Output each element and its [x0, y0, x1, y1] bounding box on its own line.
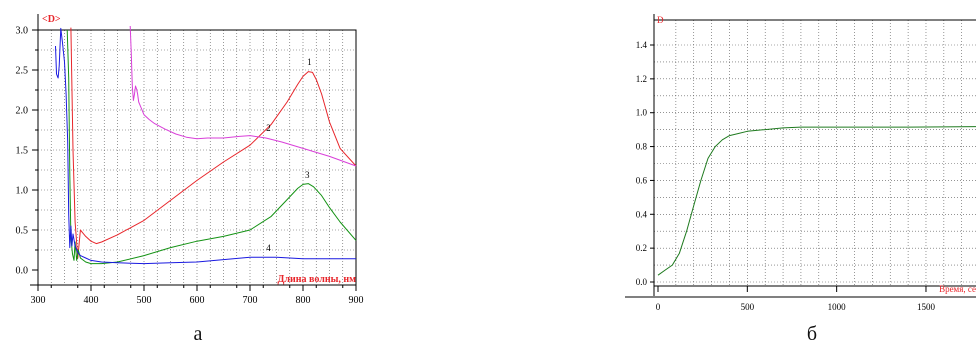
y-tick-label: 0.0 — [16, 266, 29, 277]
series-line — [657, 126, 976, 276]
x-tick-label: 1500 — [917, 302, 936, 312]
y-tick-label: 1.2 — [636, 74, 647, 84]
grid-b — [654, 20, 976, 286]
series-label-3: 3 — [305, 170, 310, 180]
ticks-b: 0 500 1000 1500 0.0 0.2 0.4 0.6 0.8 1.0 1.2 1.4 — [636, 40, 936, 312]
y-tick-label: 1.5 — [16, 146, 29, 157]
y-tick-label: 3.0 — [16, 26, 29, 37]
x-tick-label: 600 — [190, 295, 205, 306]
y-tick-label: 2.5 — [16, 66, 29, 77]
series-line-1 — [70, 27, 357, 259]
y-tick-label: 0.6 — [636, 175, 648, 185]
ticks-a: 300 400 500 600 700 800 900 0.0 0.5 1.0 1.5 2.0 2.5 3… — [16, 26, 364, 307]
x-tick-label: 800 — [296, 295, 311, 306]
chart-panel-a: 300 400 500 600 700 800 900 0.0 0.5 1.0 1.5 2.0 2.5 3… — [16, 14, 364, 345]
panel-caption-b: б — [807, 323, 817, 345]
x-tick-label: 700 — [243, 295, 258, 306]
series-label-1: 1 — [307, 57, 312, 67]
x-tick-label: 500 — [741, 302, 755, 312]
series-label-2: 2 — [266, 123, 271, 133]
y-axis-label-b: D — [657, 15, 664, 25]
x-axis-label-a: Длина волны, нм — [278, 274, 357, 285]
chart-panel-b: 0 500 1000 1500 0.0 0.2 0.4 0.6 0.8 1.0 1.2 1.4 D В… — [625, 14, 976, 345]
series-b — [657, 126, 976, 276]
series-line-3 — [66, 29, 357, 265]
y-tick-label: 2.0 — [16, 106, 29, 117]
series-a: 1 2 3 4 — [55, 25, 357, 265]
x-axis-label-b: Время, се — [939, 284, 976, 294]
x-tick-label: 500 — [137, 295, 152, 306]
y-tick-label: 1.4 — [636, 40, 648, 50]
y-axis-label-a: <D> — [42, 14, 61, 25]
y-tick-label: 1.0 — [16, 186, 29, 197]
series-line-2 — [129, 25, 357, 167]
y-tick-label: 0.2 — [636, 243, 647, 253]
grid-a — [38, 30, 356, 285]
series-line-4 — [55, 27, 356, 265]
x-tick-label: 900 — [349, 295, 364, 306]
y-tick-label: 0.4 — [636, 209, 648, 219]
y-tick-label: 1.0 — [636, 108, 648, 118]
x-tick-label: 400 — [84, 295, 99, 306]
panel-caption-a: а — [194, 323, 203, 345]
x-tick-label: 300 — [31, 295, 46, 306]
y-tick-label: 0.0 — [636, 277, 648, 287]
y-tick-label: 0.5 — [16, 226, 29, 237]
y-tick-label: 0.8 — [636, 142, 648, 152]
series-label-4: 4 — [266, 243, 271, 253]
x-tick-label: 1000 — [828, 302, 847, 312]
x-tick-label: 0 — [656, 302, 661, 312]
